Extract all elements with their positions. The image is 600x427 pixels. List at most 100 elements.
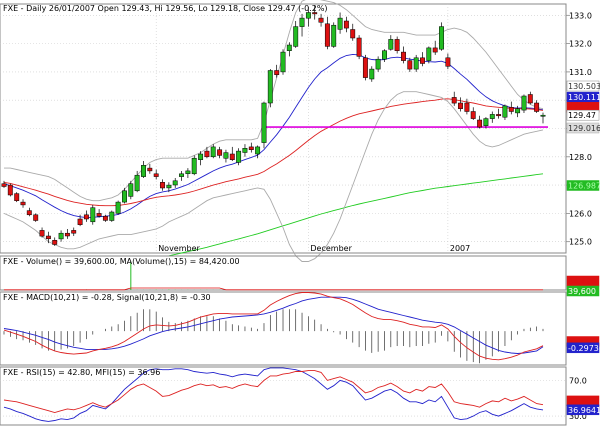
rsi-line: [3, 370, 544, 413]
rsi-tick-label: 30.0: [569, 412, 587, 421]
candle-body: [521, 95, 527, 111]
mfi-tag-box: [566, 404, 600, 416]
candle-body: [77, 218, 83, 225]
price-tick-label: 132.0: [569, 40, 592, 49]
macd-panel-frame: [0, 291, 567, 366]
price-tick-label: 125.0: [569, 238, 592, 247]
price-tick-label: 128.0: [569, 153, 592, 162]
candle-body: [413, 57, 419, 70]
price-candles: [1, 5, 546, 246]
price-line-bollinger_lower: [3, 91, 544, 262]
candle-body: [185, 170, 191, 174]
candle-body: [122, 190, 127, 203]
macd-title: FXE - MACD(10,21) = -0.28, Signal(10,21,…: [3, 293, 211, 302]
candle-body: [242, 148, 248, 153]
candle-body: [64, 232, 70, 237]
candle-body: [248, 146, 254, 150]
candle-body: [217, 149, 223, 156]
candle-body: [147, 167, 153, 172]
price-tag: 130.503: [566, 80, 600, 92]
candle-body: [153, 173, 159, 177]
price-tag: 126.987: [566, 180, 600, 191]
price-tag-text: 129.??: [568, 103, 594, 112]
macd-panel: -0.27...-0.29736 FXE - MACD(10,21) = -0.…: [0, 291, 600, 366]
candle-body: [477, 119, 483, 128]
candle-body: [274, 70, 280, 75]
price-tick-label: 131.0: [569, 68, 592, 77]
candle-body: [312, 12, 318, 15]
candle-body: [134, 174, 140, 192]
rsi-title: FXE - RSI(15) = 42.80, MFI(15) = 36.96: [3, 368, 160, 377]
volume-tag: 39,600: [566, 285, 600, 297]
rsi-lines: [3, 367, 544, 422]
price-tick-label: 133.0: [569, 11, 592, 20]
macd-line: [3, 292, 544, 361]
candle-body: [90, 207, 96, 223]
candle-body: [458, 102, 463, 109]
candle-body: [318, 17, 324, 23]
candle-body: [261, 102, 267, 143]
candle-body: [83, 214, 89, 220]
candle-body: [401, 51, 406, 61]
price-tag-text: 129.47: [568, 111, 596, 120]
candle-body: [14, 193, 20, 201]
candle-body: [20, 201, 26, 206]
candle-body: [172, 180, 178, 186]
candle-body: [128, 183, 134, 197]
candle-body: [502, 105, 508, 118]
macd-tag-text: -0.27...: [568, 338, 596, 347]
candle-body: [39, 230, 45, 237]
candle-body: [483, 118, 489, 126]
price-x-label: 2007: [450, 244, 470, 253]
volume-bars: [3, 261, 544, 291]
candle-body: [52, 240, 58, 245]
candle-body: [210, 146, 216, 158]
candle-body: [439, 26, 444, 50]
candle-body: [160, 182, 165, 189]
volume-tag-box: [566, 285, 600, 297]
price-x-label: November: [158, 244, 200, 253]
price-line-long: [168, 173, 544, 257]
candle-body: [331, 24, 337, 47]
candle-body: [527, 94, 533, 104]
price-tag-text: 130.503: [568, 82, 600, 91]
candle-body: [496, 114, 502, 117]
candle-body: [388, 39, 394, 50]
candle-body: [71, 230, 77, 234]
candle-body: [267, 70, 273, 104]
candle-body: [236, 150, 242, 163]
candle-body: [445, 57, 451, 67]
macd-signal-tag-text: -0.29736: [568, 344, 600, 353]
volume-ma-line: [4, 287, 543, 291]
candle-body: [223, 152, 229, 159]
candle-body: [432, 47, 438, 53]
candle-body: [337, 17, 343, 30]
rsi-tag: 42.80: [566, 395, 600, 407]
candle-body: [464, 102, 470, 112]
price-tag-box: [566, 109, 600, 121]
price-line-bollinger_upper: [4, 0, 544, 202]
price-x-label: December: [310, 244, 352, 253]
candle-body: [115, 201, 121, 214]
candle-body: [102, 215, 108, 221]
candle-body: [58, 232, 64, 240]
price-tag-box: [566, 122, 600, 134]
macd-lines: [3, 292, 544, 361]
macd-signal-tag-box: [566, 342, 600, 354]
mfi-tag-text: 36.9641: [568, 406, 600, 415]
candle-body: [280, 51, 286, 73]
price-tick-label: 126.0: [569, 209, 592, 218]
candle-body: [515, 108, 521, 114]
macd-histogram: [3, 309, 544, 364]
candle-body: [534, 102, 540, 112]
candle-body: [45, 235, 51, 240]
candle-body: [166, 184, 172, 189]
price-tag-box: [566, 80, 600, 92]
candle-body: [369, 68, 375, 80]
price-panel: 133.0132.0131.0130.0129.0128.0127.0126.0…: [0, 0, 600, 262]
macd-signal-tag: -0.29736: [566, 342, 600, 354]
